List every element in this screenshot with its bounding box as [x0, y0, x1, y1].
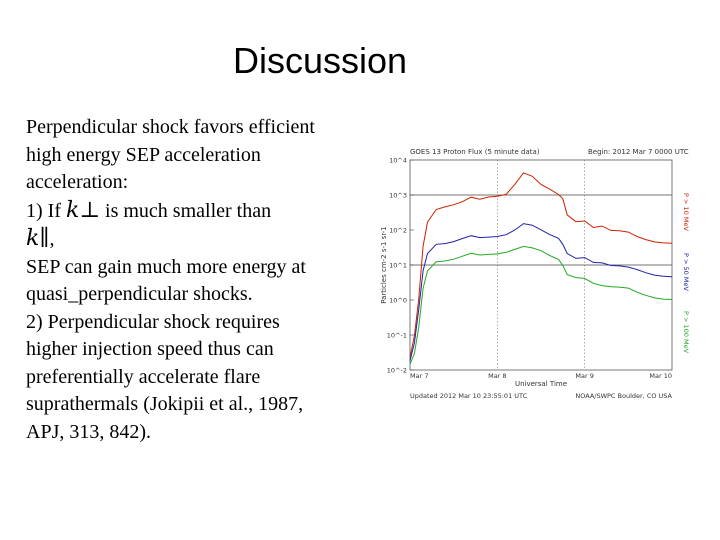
- body-fragment: ,: [49, 228, 55, 250]
- body-line: quasi_perpendicular shocks.: [26, 283, 253, 305]
- y-tick-label: 10^2: [389, 227, 407, 235]
- body-fragment: 1) If: [26, 199, 61, 222]
- legend-entry: P > 50 MeV: [682, 253, 690, 291]
- y-tick-label: 10^4: [389, 157, 407, 165]
- body-line: acceleration:: [26, 171, 129, 193]
- y-tick-label: 10^3: [389, 192, 407, 200]
- series-line-p-10-mev: [409, 172, 673, 358]
- y-tick-label: 10^0: [389, 297, 407, 305]
- x-tick-label: Mar 9: [575, 372, 593, 380]
- kappa-perp-symbol: k⊥: [65, 197, 101, 223]
- chart-footer-right: NOAA/SWPC Boulder, CO USA: [575, 392, 672, 400]
- body-line: high energy SEP acceleration: [26, 143, 261, 166]
- slide-body: Perpendicular shock favors efficient hig…: [26, 114, 396, 446]
- series-group: [409, 172, 673, 365]
- chart-footer-left: Updated 2012 Mar 10 23:55:01 UTC: [410, 392, 528, 400]
- body-fragment: is much smaller than: [105, 199, 272, 222]
- legend-entry: P > 100 MeV: [682, 311, 690, 354]
- y-tick-label: 10^-1: [387, 332, 407, 340]
- legend-entry: P > 10 MeV: [682, 193, 690, 231]
- chart-svg: GOES 13 Proton Flux (5 minute data) Begi…: [380, 148, 690, 400]
- x-tick-label: Mar 8: [488, 372, 506, 380]
- legend-right: P > 10 MeV P > 50 MeV P > 100 MeV: [682, 193, 690, 354]
- body-line: SEP can gain much more energy at: [26, 255, 306, 278]
- y-tick-label: 10^1: [389, 262, 407, 270]
- series-line-p-50-mev: [409, 223, 673, 362]
- body-line: higher injection speed thus can: [26, 338, 274, 360]
- series-line-p-100-mev: [409, 245, 673, 365]
- kappa-par-symbol: k∥: [26, 226, 50, 251]
- body-line: preferentially accelerate flare: [26, 365, 261, 388]
- body-line: 2) Perpendicular shock requires: [26, 310, 280, 333]
- y-tick-label: 10^-2: [387, 367, 407, 375]
- body-line: APJ, 313, 842).: [26, 420, 152, 443]
- body-line-kappa-comparison: 1) If k⊥ is much smaller than: [26, 197, 396, 226]
- x-tick-label: Mar 10: [649, 372, 672, 380]
- y-axis-label: Particles cm-2 s-1 sr-1: [380, 226, 388, 304]
- x-axis-ticks: Mar 7 Mar 8 Mar 9 Mar 10: [410, 160, 672, 380]
- body-line-kappa-par: k∥,: [26, 225, 396, 254]
- x-tick-label: Mar 7: [410, 372, 428, 380]
- goes-proton-flux-chart: GOES 13 Proton Flux (5 minute data) Begi…: [378, 142, 700, 404]
- x-axis-label: Universal Time: [515, 380, 567, 388]
- body-line: Perpendicular shock favors efficient: [26, 116, 315, 138]
- slide-title: Discussion: [232, 40, 408, 81]
- body-line: suprathermals (Jokipii et al., 1987,: [26, 393, 304, 415]
- chart-title-right: Begin: 2012 Mar 7 0000 UTC: [588, 148, 689, 156]
- threshold-lines: [410, 194, 672, 266]
- chart-title: GOES 13 Proton Flux (5 minute data): [410, 148, 540, 156]
